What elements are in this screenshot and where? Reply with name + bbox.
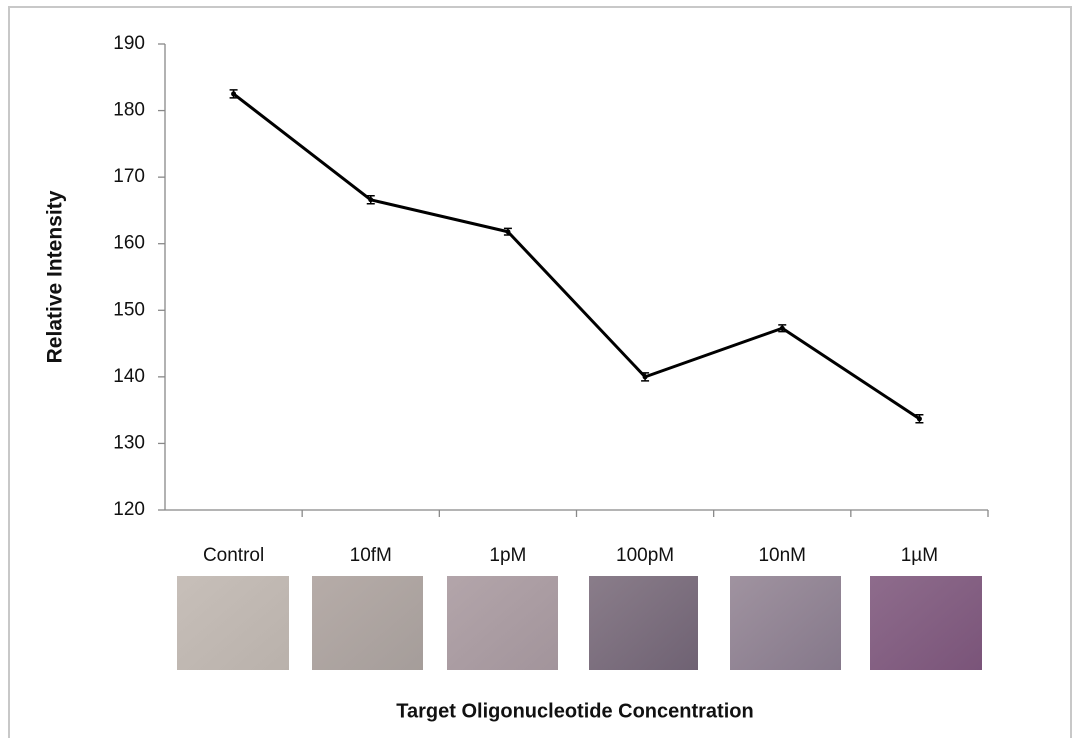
y-tick-label: 190 bbox=[113, 33, 145, 54]
y-tick-label: 160 bbox=[113, 233, 145, 254]
y-tick-label: 180 bbox=[113, 100, 145, 121]
point bbox=[505, 229, 510, 234]
swatches bbox=[177, 576, 982, 670]
x-tick-label: Control bbox=[203, 545, 264, 566]
x-tick-label: 1pM bbox=[489, 545, 526, 566]
y-tick-label: 120 bbox=[113, 499, 145, 520]
x-tick-label: 10fM bbox=[350, 545, 392, 566]
swatch bbox=[870, 576, 982, 670]
swatch bbox=[447, 576, 558, 670]
swatch bbox=[589, 576, 698, 670]
swatch bbox=[730, 576, 841, 670]
point bbox=[917, 416, 922, 421]
point bbox=[780, 326, 785, 331]
x-tick-label: 100pM bbox=[616, 545, 674, 566]
swatch bbox=[177, 576, 289, 670]
y-axis-label: Relative Intensity bbox=[44, 190, 67, 363]
x-tick-label: 10nM bbox=[758, 545, 806, 566]
x-tick-label: 1µM bbox=[901, 545, 938, 566]
point bbox=[231, 91, 236, 96]
y-tick-label: 130 bbox=[113, 432, 145, 453]
y-tick-label: 150 bbox=[113, 299, 145, 320]
swatch bbox=[312, 576, 423, 670]
series-line bbox=[234, 94, 920, 419]
chart: Relative Intensity Target Oligonucleotid… bbox=[0, 0, 1080, 738]
x-axis-label: Target Oligonucleotide Concentration bbox=[396, 700, 753, 722]
point bbox=[643, 374, 648, 379]
y-tick-label: 170 bbox=[113, 166, 145, 187]
point bbox=[368, 197, 373, 202]
y-tick-label: 140 bbox=[113, 366, 145, 387]
